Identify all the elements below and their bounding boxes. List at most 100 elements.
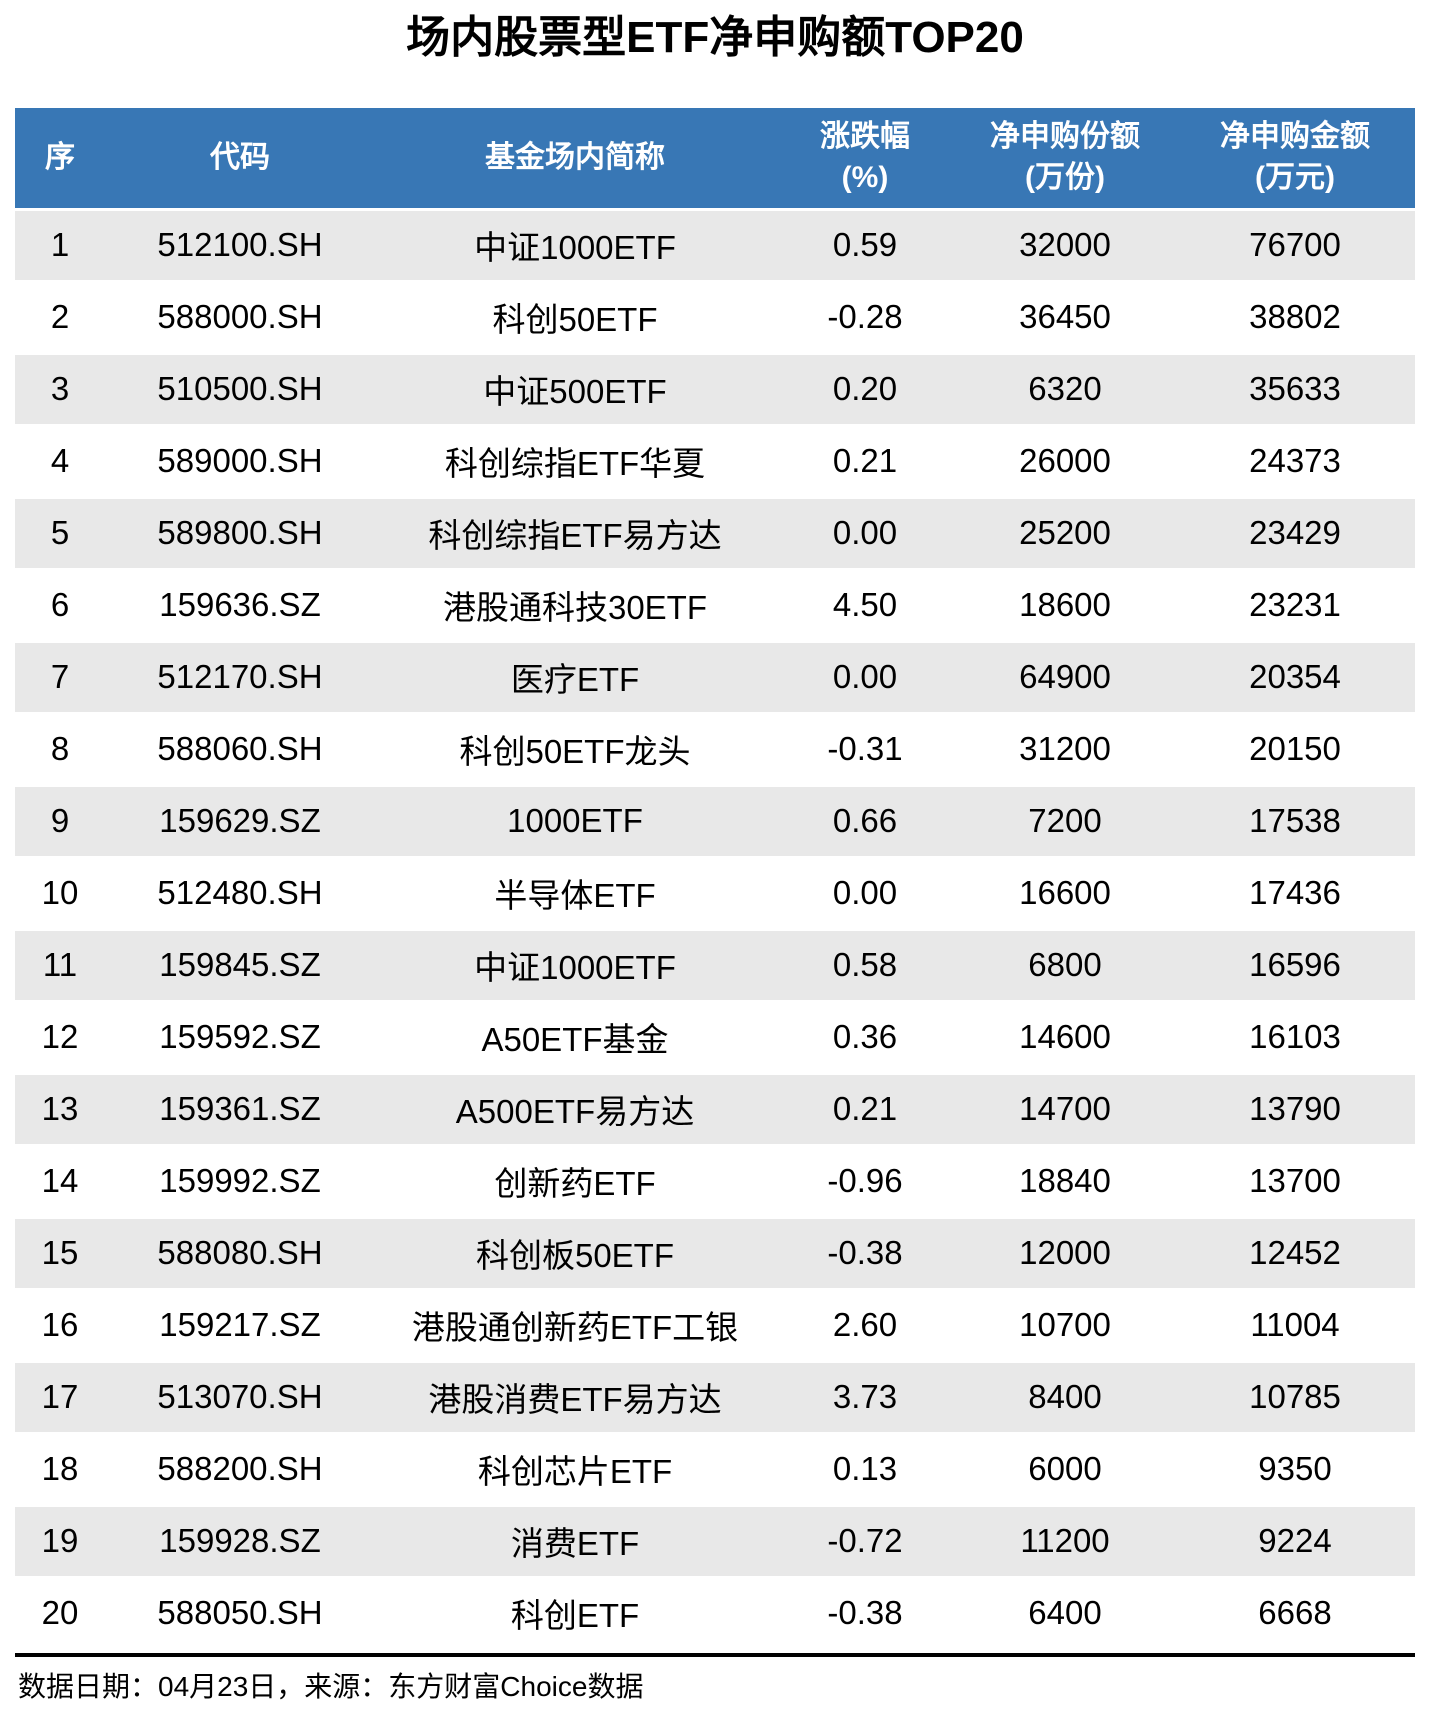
cell-fund-name: 中证1000ETF xyxy=(375,210,775,280)
cell-net-amount: 10785 xyxy=(1175,1362,1415,1432)
cell-rank: 12 xyxy=(15,1002,105,1072)
cell-net-amount: 11004 xyxy=(1175,1290,1415,1360)
cell-change-pct: 0.00 xyxy=(775,642,955,712)
table-row: 15 588080.SH 科创板50ETF -0.38 12000 12452 xyxy=(15,1218,1415,1288)
cell-rank: 16 xyxy=(15,1290,105,1360)
header-cell-code: 代码 xyxy=(105,107,375,208)
cell-rank: 7 xyxy=(15,642,105,712)
cell-fund-name: 科创综指ETF华夏 xyxy=(375,426,775,496)
header-label: 净申购份额 xyxy=(990,120,1140,154)
cell-net-shares: 16600 xyxy=(955,858,1175,928)
cell-net-shares: 7200 xyxy=(955,786,1175,856)
cell-change-pct: 3.73 xyxy=(775,1362,955,1432)
header-unit: (%) xyxy=(841,160,889,194)
cell-net-shares: 18840 xyxy=(955,1146,1175,1216)
cell-code: 159217.SZ xyxy=(105,1290,375,1360)
cell-fund-name: 消费ETF xyxy=(375,1506,775,1576)
cell-code: 159992.SZ xyxy=(105,1146,375,1216)
cell-fund-name: 中证1000ETF xyxy=(375,930,775,1000)
cell-rank: 20 xyxy=(15,1578,105,1648)
header-label: 代码 xyxy=(210,140,270,174)
cell-net-shares: 11200 xyxy=(955,1506,1175,1576)
etf-net-subscription-table: 序 代码 基金场内简称 涨跌幅 (%) 净申购份额 (万份) xyxy=(15,105,1415,1651)
cell-net-shares: 10700 xyxy=(955,1290,1175,1360)
cell-code: 588200.SH xyxy=(105,1434,375,1504)
cell-change-pct: 0.36 xyxy=(775,1002,955,1072)
cell-net-amount: 38802 xyxy=(1175,282,1415,352)
cell-rank: 4 xyxy=(15,426,105,496)
cell-net-amount: 13790 xyxy=(1175,1074,1415,1144)
cell-change-pct: -0.31 xyxy=(775,714,955,784)
cell-rank: 17 xyxy=(15,1362,105,1432)
cell-net-shares: 36450 xyxy=(955,282,1175,352)
cell-change-pct: 0.00 xyxy=(775,498,955,568)
cell-change-pct: 2.60 xyxy=(775,1290,955,1360)
header-label: 涨跌幅 xyxy=(820,120,910,154)
cell-code: 159592.SZ xyxy=(105,1002,375,1072)
cell-change-pct: -0.38 xyxy=(775,1218,955,1288)
cell-change-pct: 0.59 xyxy=(775,210,955,280)
cell-net-amount: 24373 xyxy=(1175,426,1415,496)
cell-code: 159361.SZ xyxy=(105,1074,375,1144)
cell-net-shares: 6800 xyxy=(955,930,1175,1000)
data-source-note: 数据日期：04月23日，来源：东方财富Choice数据 xyxy=(18,1670,644,1702)
cell-fund-name: A50ETF基金 xyxy=(375,1002,775,1072)
cell-code: 588050.SH xyxy=(105,1578,375,1648)
cell-change-pct: 0.58 xyxy=(775,930,955,1000)
cell-net-shares: 64900 xyxy=(955,642,1175,712)
table-row: 12 159592.SZ A50ETF基金 0.36 14600 16103 xyxy=(15,1002,1415,1072)
header-unit: (万份) xyxy=(1025,160,1105,194)
cell-net-shares: 6400 xyxy=(955,1578,1175,1648)
table-header: 序 代码 基金场内简称 涨跌幅 (%) 净申购份额 (万份) xyxy=(15,107,1415,208)
cell-net-shares: 26000 xyxy=(955,426,1175,496)
header-cell-fund-name: 基金场内简称 xyxy=(375,107,775,208)
table-row: 20 588050.SH 科创ETF -0.38 6400 6668 xyxy=(15,1578,1415,1648)
header-cell-change-pct: 涨跌幅 (%) xyxy=(775,107,955,208)
cell-fund-name: 中证500ETF xyxy=(375,354,775,424)
header-unit: (万元) xyxy=(1255,160,1335,194)
cell-net-amount: 16596 xyxy=(1175,930,1415,1000)
cell-fund-name: 科创50ETF xyxy=(375,282,775,352)
cell-change-pct: 0.66 xyxy=(775,786,955,856)
cell-fund-name: 科创ETF xyxy=(375,1578,775,1648)
cell-code: 512480.SH xyxy=(105,858,375,928)
cell-net-shares: 6000 xyxy=(955,1434,1175,1504)
cell-net-amount: 76700 xyxy=(1175,210,1415,280)
cell-net-shares: 31200 xyxy=(955,714,1175,784)
header-label: 序 xyxy=(45,140,75,174)
cell-fund-name: 港股通科技30ETF xyxy=(375,570,775,640)
cell-change-pct: 0.13 xyxy=(775,1434,955,1504)
cell-code: 588080.SH xyxy=(105,1218,375,1288)
cell-rank: 19 xyxy=(15,1506,105,1576)
cell-code: 589800.SH xyxy=(105,498,375,568)
cell-net-amount: 20150 xyxy=(1175,714,1415,784)
cell-rank: 18 xyxy=(15,1434,105,1504)
table-header-row: 序 代码 基金场内简称 涨跌幅 (%) 净申购份额 (万份) xyxy=(15,107,1415,208)
cell-net-shares: 14700 xyxy=(955,1074,1175,1144)
cell-fund-name: 医疗ETF xyxy=(375,642,775,712)
cell-net-shares: 12000 xyxy=(955,1218,1175,1288)
cell-rank: 14 xyxy=(15,1146,105,1216)
cell-net-amount: 16103 xyxy=(1175,1002,1415,1072)
cell-net-amount: 9224 xyxy=(1175,1506,1415,1576)
cell-net-amount: 9350 xyxy=(1175,1434,1415,1504)
table-row: 6 159636.SZ 港股通科技30ETF 4.50 18600 23231 xyxy=(15,570,1415,640)
cell-fund-name: 科创综指ETF易方达 xyxy=(375,498,775,568)
cell-net-amount: 17436 xyxy=(1175,858,1415,928)
header-label: 净申购金额 xyxy=(1220,120,1370,154)
header-cell-net-subscription-amount: 净申购金额 (万元) xyxy=(1175,107,1415,208)
cell-change-pct: 0.00 xyxy=(775,858,955,928)
cell-fund-name: A500ETF易方达 xyxy=(375,1074,775,1144)
cell-net-amount: 6668 xyxy=(1175,1578,1415,1648)
table-row: 4 589000.SH 科创综指ETF华夏 0.21 26000 24373 xyxy=(15,426,1415,496)
cell-net-shares: 18600 xyxy=(955,570,1175,640)
cell-net-amount: 13700 xyxy=(1175,1146,1415,1216)
cell-code: 588000.SH xyxy=(105,282,375,352)
cell-code: 159629.SZ xyxy=(105,786,375,856)
table-row: 5 589800.SH 科创综指ETF易方达 0.00 25200 23429 xyxy=(15,498,1415,568)
table-row: 8 588060.SH 科创50ETF龙头 -0.31 31200 20150 xyxy=(15,714,1415,784)
cell-code: 159845.SZ xyxy=(105,930,375,1000)
cell-change-pct: 0.21 xyxy=(775,1074,955,1144)
table-row: 16 159217.SZ 港股通创新药ETF工银 2.60 10700 11004 xyxy=(15,1290,1415,1360)
